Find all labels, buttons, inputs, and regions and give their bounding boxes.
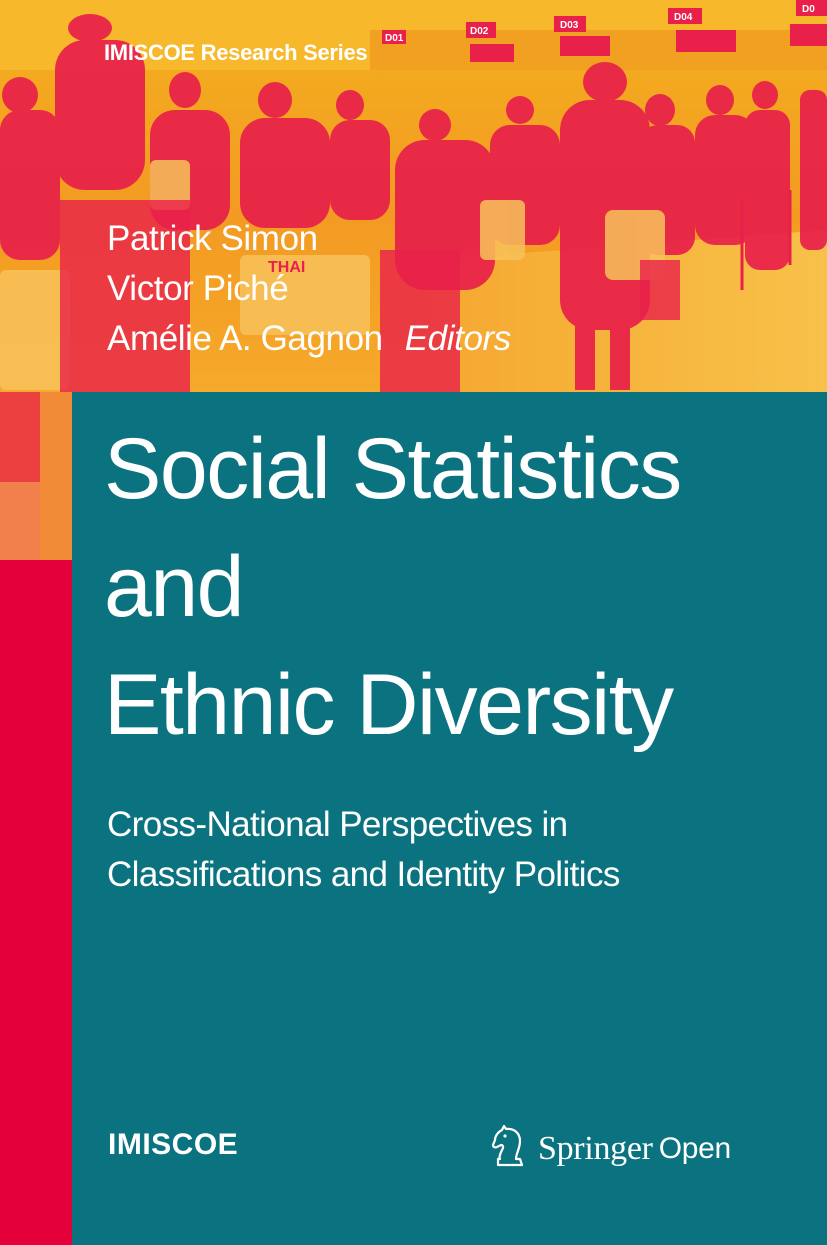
springer-open-logo: Springer Open: [490, 1124, 731, 1174]
editors-role: Editors: [404, 319, 512, 358]
cover-photo: D01 D02 D03 D04 D0: [0, 0, 827, 392]
sign-d05: D0: [802, 4, 815, 15]
series-name: IMISCOE Research Series: [104, 40, 368, 65]
title-panel: [72, 392, 827, 1245]
sign-d04: D04: [674, 12, 693, 23]
airline-sign: THAI: [268, 259, 305, 276]
editor-name: Patrick Simon: [107, 219, 318, 258]
title-line: and: [104, 539, 244, 635]
horse-knight-icon: [490, 1124, 530, 1174]
title-line: Ethnic Diversity: [104, 657, 674, 753]
imiscoe-logo: IMISCOE: [108, 1128, 239, 1161]
editor-line: Amélie A. Gagnon Editors: [107, 314, 511, 364]
left-strip-red: [0, 560, 72, 1245]
sign-d03: D03: [560, 20, 579, 31]
sign-d01: D01: [385, 33, 404, 44]
springer-open-suffix: Open: [658, 1132, 732, 1165]
title-line: Social Statistics: [104, 421, 682, 517]
springer-brand: Springer: [538, 1130, 653, 1167]
editor-name: Amélie A. Gagnon: [107, 319, 383, 358]
left-strip-photo: [0, 392, 72, 560]
subtitle-line: Classifications and Identity Politics: [107, 855, 620, 894]
editor-name: Victor Piché: [107, 269, 289, 308]
book-title: Social Statistics and Ethnic Diversity: [104, 410, 682, 764]
subtitle-line: Cross-National Perspectives in: [107, 805, 568, 844]
editors-block: Patrick Simon Victor Piché Amélie A. Gag…: [107, 214, 511, 364]
book-subtitle: Cross-National Perspectives in Classific…: [107, 800, 620, 900]
sign-d02: D02: [470, 26, 489, 37]
